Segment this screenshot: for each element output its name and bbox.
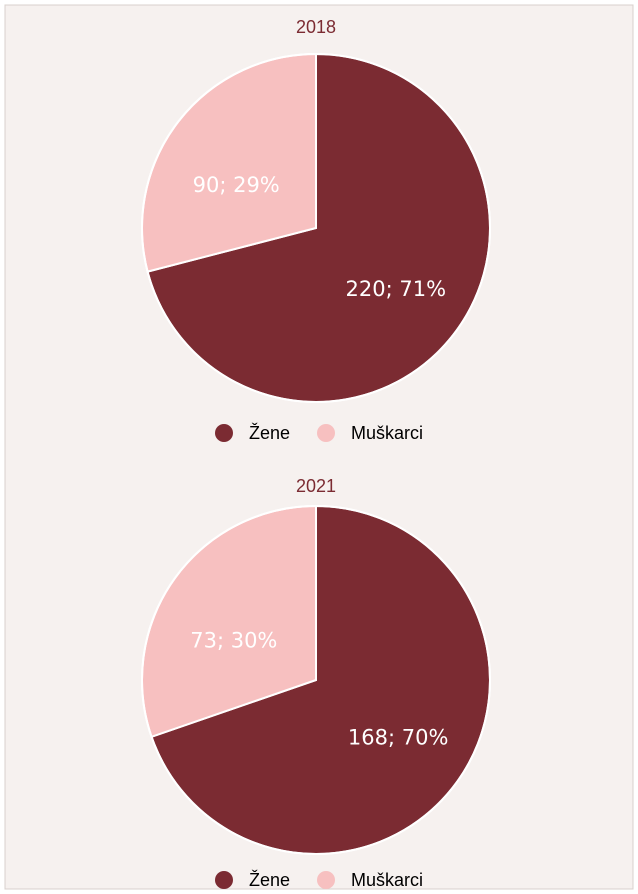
value-label: 90; 29% bbox=[193, 173, 280, 197]
legend-swatch bbox=[215, 871, 233, 889]
legend-swatch bbox=[317, 871, 335, 889]
legend-label: Muškarci bbox=[351, 423, 423, 443]
legend-swatch bbox=[317, 424, 335, 442]
legend-swatch bbox=[215, 424, 233, 442]
chart-title: 2018 bbox=[296, 17, 336, 37]
value-label: 220; 71% bbox=[346, 277, 447, 301]
pie-outline bbox=[141, 53, 491, 403]
legend-label: Žene bbox=[249, 423, 290, 443]
value-label: 168; 70% bbox=[348, 726, 449, 750]
value-label: 73; 30% bbox=[190, 628, 277, 652]
chart-title: 2021 bbox=[296, 476, 336, 496]
legend-label: Žene bbox=[249, 870, 290, 890]
pie-outline bbox=[141, 505, 491, 855]
legend-label: Muškarci bbox=[351, 870, 423, 890]
